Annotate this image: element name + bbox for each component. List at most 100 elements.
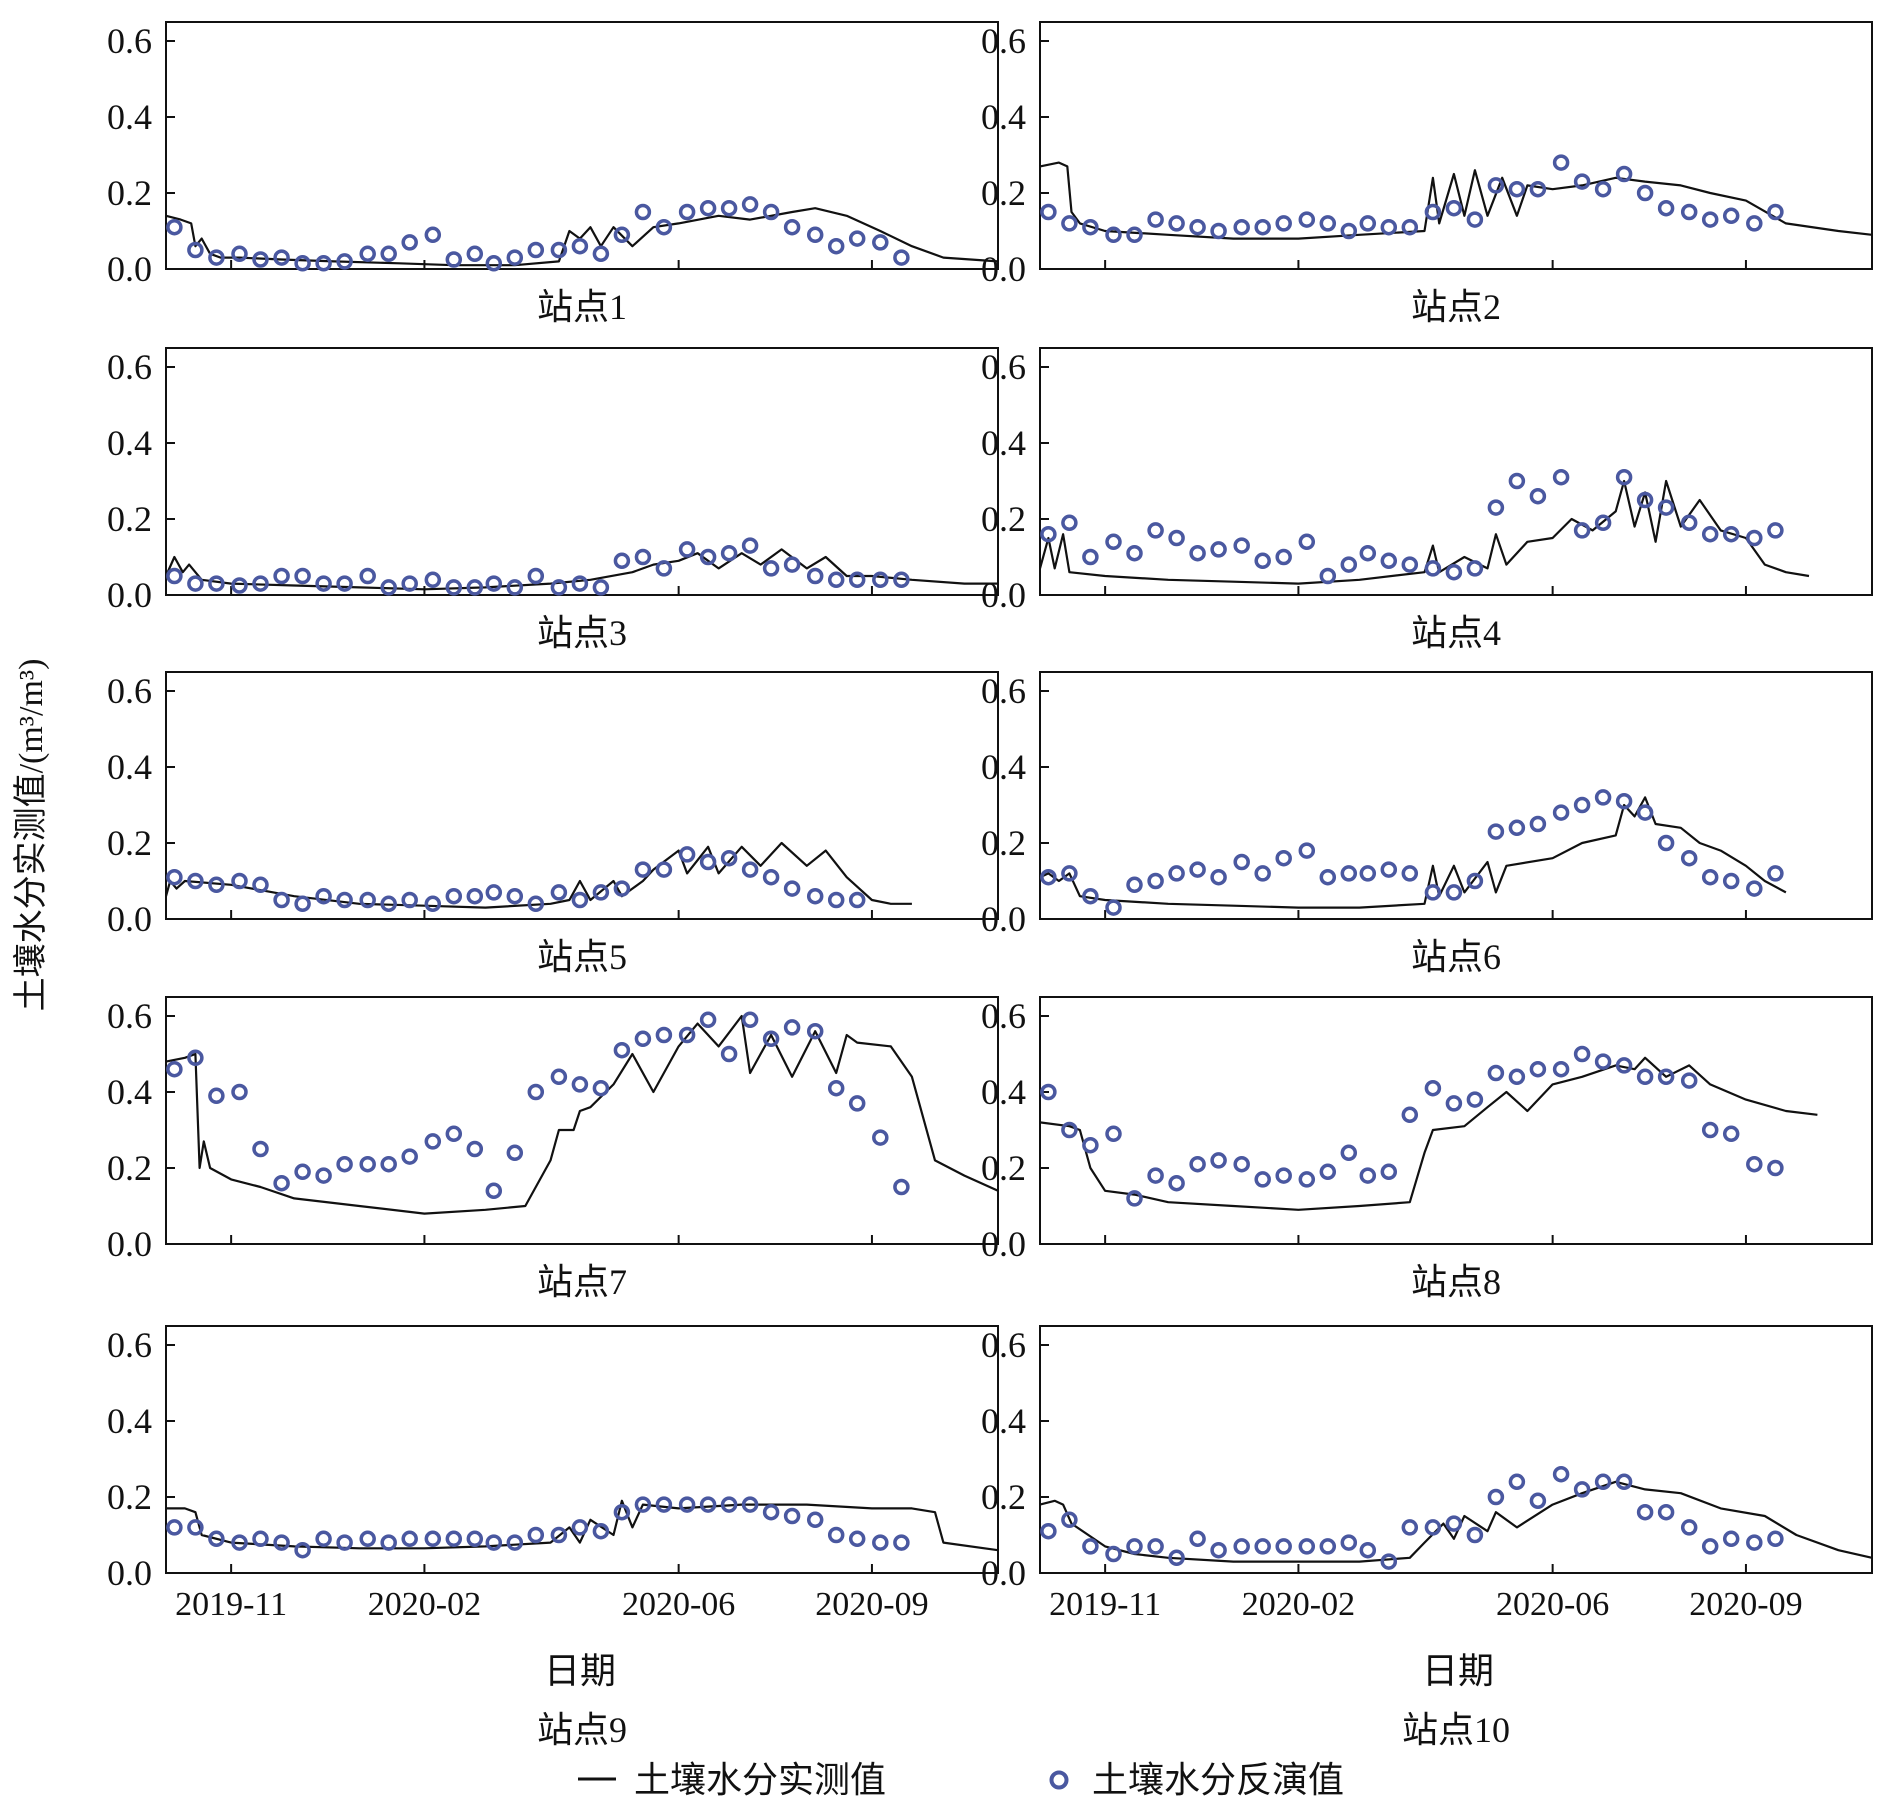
- retrieved-point: [336, 253, 353, 270]
- retrieved-point: [1445, 1515, 1463, 1532]
- retrieved-point: [1040, 525, 1057, 543]
- x-tick-label: 2020-02: [368, 1586, 481, 1623]
- retrieved-point: [208, 249, 225, 266]
- retrieved-point: [634, 861, 652, 878]
- retrieved-point: [783, 556, 801, 573]
- panel-title: 站点3: [537, 613, 627, 653]
- y-tick-label: 0.0: [107, 899, 152, 939]
- retrieved-point: [380, 579, 397, 596]
- retrieved-point: [1424, 884, 1442, 901]
- retrieved-point: [424, 1133, 442, 1150]
- retrieved-point: [336, 575, 353, 592]
- retrieved-point: [231, 577, 248, 594]
- retrieved-point: [1082, 218, 1099, 236]
- retrieved-point: [187, 575, 204, 592]
- retrieved-point: [401, 1530, 418, 1548]
- plot-frame: [165, 1325, 999, 1574]
- retrieved-point: [1233, 1538, 1250, 1555]
- retrieved-point: [1445, 563, 1463, 581]
- retrieved-point: [166, 868, 183, 886]
- y-tick-label: 0.2: [107, 173, 152, 213]
- retrieved-point: [1189, 218, 1206, 236]
- retrieved-point: [1636, 1503, 1654, 1521]
- retrieved-point: [893, 1178, 910, 1196]
- retrieved-point: [166, 218, 183, 236]
- retrieved-point: [359, 1530, 376, 1548]
- retrieved-point: [445, 251, 463, 268]
- panel-title: 站点6: [1411, 937, 1501, 977]
- retrieved-point: [208, 1530, 225, 1548]
- retrieved-point: [424, 226, 442, 244]
- plot-frame: [165, 347, 999, 596]
- retrieved-point: [380, 895, 397, 913]
- panel-title: 站点9: [537, 1710, 627, 1750]
- measured-series-line: [1039, 796, 1787, 909]
- retrieved-point: [1445, 199, 1463, 217]
- measured-series-line: [1039, 1480, 1873, 1563]
- retrieved-point: [445, 579, 463, 596]
- retrieved-point: [1105, 226, 1122, 244]
- retrieved-point: [1040, 1522, 1057, 1540]
- plot-frame: [1039, 347, 1873, 596]
- retrieved-point: [762, 1503, 780, 1521]
- retrieved-point: [1298, 1538, 1316, 1555]
- retrieved-point: [1061, 514, 1078, 532]
- retrieved-point: [1147, 211, 1164, 228]
- retrieved-point: [1466, 872, 1484, 890]
- y-axis-title: 土壤水分实测值/(m³/m³): [12, 659, 50, 1012]
- retrieved-point: [294, 1163, 311, 1181]
- retrieved-point: [187, 872, 204, 890]
- y-tick-label: 0.6: [107, 347, 152, 387]
- retrieved-point: [445, 1530, 463, 1548]
- retrieved-point: [1722, 872, 1740, 890]
- retrieved-point: [1552, 1465, 1570, 1483]
- retrieved-point: [1319, 1538, 1337, 1555]
- retrieved-point: [762, 560, 780, 577]
- retrieved-point: [231, 1534, 248, 1551]
- retrieved-point: [466, 579, 484, 596]
- retrieved-point: [1636, 491, 1654, 509]
- retrieved-point: [699, 199, 717, 217]
- retrieved-point: [872, 571, 889, 589]
- retrieved-point: [424, 895, 442, 913]
- retrieved-point: [699, 1011, 717, 1029]
- retrieved-point: [550, 884, 568, 901]
- retrieved-point: [1105, 1545, 1122, 1563]
- y-tick-label: 0.2: [981, 1148, 1026, 1188]
- retrieved-point: [783, 1507, 801, 1525]
- retrieved-point: [1319, 868, 1337, 886]
- retrieved-point: [1298, 211, 1316, 228]
- retrieved-point: [1767, 522, 1784, 539]
- retrieved-point: [187, 1049, 204, 1067]
- retrieved-point: [634, 1496, 652, 1513]
- panel-title: 站点5: [537, 937, 627, 977]
- retrieved-point: [506, 249, 524, 266]
- retrieved-point: [252, 1140, 269, 1158]
- retrieved-point: [1082, 887, 1099, 905]
- retrieved-point: [827, 571, 845, 589]
- retrieved-point: [1424, 1079, 1442, 1097]
- retrieved-point: [1105, 533, 1122, 551]
- retrieved-point: [1105, 899, 1122, 916]
- retrieved-point: [550, 241, 568, 259]
- retrieved-point: [527, 1083, 545, 1101]
- retrieved-point: [699, 853, 717, 871]
- retrieved-point: [445, 1125, 463, 1143]
- retrieved-point: [741, 861, 759, 878]
- retrieved-point: [187, 1519, 204, 1536]
- retrieved-point: [1657, 199, 1675, 217]
- retrieved-point: [359, 567, 376, 585]
- retrieved-point: [827, 1526, 845, 1544]
- plot-frame: [165, 671, 999, 920]
- retrieved-point: [485, 884, 503, 901]
- y-tick-label: 0.0: [107, 1553, 152, 1593]
- retrieved-point: [336, 891, 353, 909]
- retrieved-point: [1487, 177, 1505, 194]
- retrieved-point: [1487, 1064, 1505, 1082]
- retrieved-point: [655, 560, 673, 577]
- y-tick-label: 0.6: [981, 671, 1026, 711]
- retrieved-point: [1722, 207, 1740, 225]
- y-tick-label: 0.0: [981, 249, 1026, 289]
- retrieved-point: [678, 846, 696, 863]
